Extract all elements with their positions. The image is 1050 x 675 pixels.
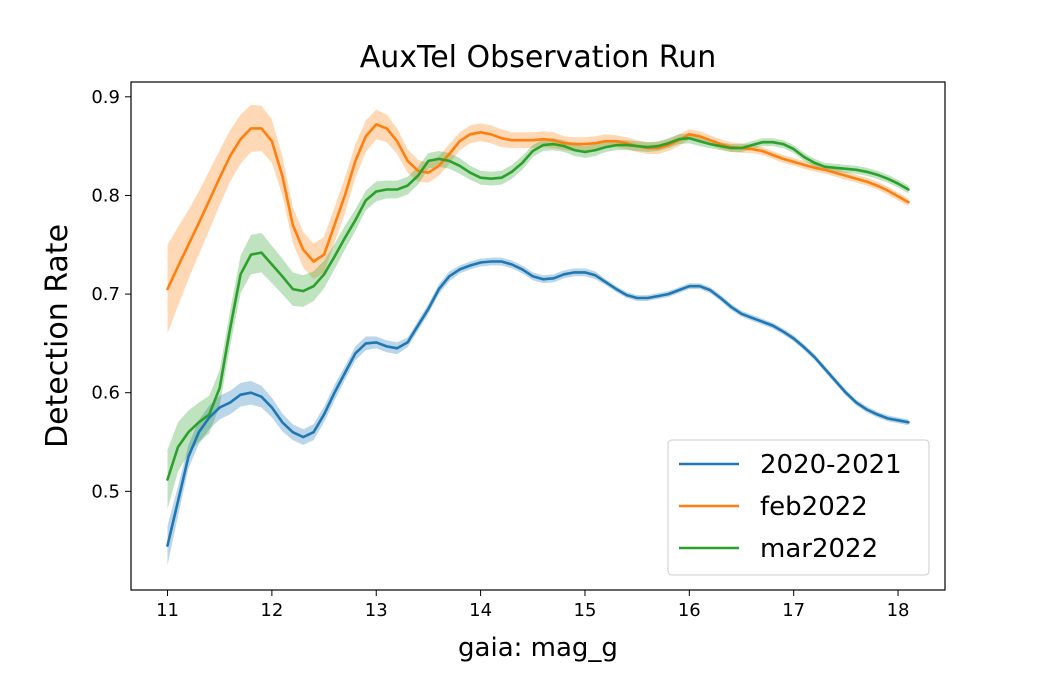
legend-box xyxy=(667,439,930,576)
x-tick-label: 11 xyxy=(156,600,179,621)
y-tick-label: 0.7 xyxy=(91,284,120,305)
series-lines xyxy=(166,123,910,547)
x-tick-label: 17 xyxy=(782,600,805,621)
legend-label-2: mar2022 xyxy=(760,534,878,564)
legend-label-1: feb2022 xyxy=(760,492,868,522)
y-axis-ticks: 0.5 0.6 0.7 0.8 0.9 xyxy=(91,87,131,502)
series-line-1 xyxy=(166,123,910,291)
x-axis-ticks: 11 12 13 14 15 16 17 18 xyxy=(156,590,909,621)
chart-title: AuxTel Observation Run xyxy=(360,40,717,75)
y-tick-label: 0.8 xyxy=(91,185,120,206)
x-axis-label: gaia: mag_g xyxy=(458,633,618,663)
x-tick-label: 13 xyxy=(365,600,388,621)
x-tick-label: 16 xyxy=(678,600,701,621)
x-tick-label: 12 xyxy=(260,600,283,621)
series-line-2 xyxy=(166,136,910,481)
legend-label-0: 2020-2021 xyxy=(760,450,902,480)
x-tick-label: 15 xyxy=(574,600,597,621)
y-axis-label: Detection Rate xyxy=(40,224,75,448)
y-tick-label: 0.9 xyxy=(91,87,120,108)
y-tick-label: 0.5 xyxy=(91,481,120,502)
series-line-0 xyxy=(166,260,910,547)
x-tick-label: 18 xyxy=(887,600,910,621)
confidence-band-1 xyxy=(167,104,909,334)
confidence-band-2 xyxy=(167,133,909,510)
y-tick-label: 0.6 xyxy=(91,383,120,404)
confidence-bands xyxy=(167,104,909,566)
legend: 2020-2021 feb2022 mar2022 xyxy=(667,439,930,576)
x-tick-label: 14 xyxy=(469,600,492,621)
plot-frame xyxy=(130,81,946,591)
